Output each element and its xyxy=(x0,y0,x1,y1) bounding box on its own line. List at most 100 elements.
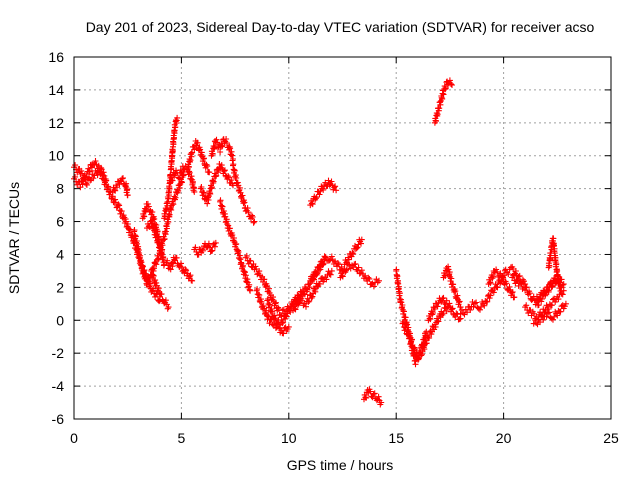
data-point xyxy=(494,268,501,275)
x-tick-label: 20 xyxy=(496,430,512,446)
data-point xyxy=(456,299,462,306)
data-point xyxy=(490,289,497,296)
data-point xyxy=(481,302,488,309)
data-point xyxy=(153,232,160,238)
data-point xyxy=(484,298,491,305)
data-point xyxy=(308,200,315,207)
data-point xyxy=(536,297,542,303)
data-point xyxy=(266,320,273,327)
track-arc-20 xyxy=(290,267,335,314)
data-point xyxy=(88,164,95,171)
data-point xyxy=(189,178,196,185)
data-point xyxy=(312,271,319,277)
data-point xyxy=(556,281,563,288)
data-point xyxy=(352,260,359,267)
data-point xyxy=(523,284,530,291)
x-tick-label: 0 xyxy=(70,430,78,446)
data-point xyxy=(398,299,405,306)
data-point xyxy=(82,176,89,183)
data-point xyxy=(319,262,326,269)
data-point xyxy=(269,308,276,315)
data-point xyxy=(549,283,556,290)
data-point xyxy=(247,257,254,264)
data-point xyxy=(429,309,436,316)
data-point xyxy=(539,292,546,299)
data-point xyxy=(203,161,210,168)
data-point xyxy=(285,323,292,330)
data-point xyxy=(421,346,428,353)
data-point xyxy=(554,312,561,319)
data-point xyxy=(369,394,376,401)
data-point xyxy=(168,177,175,183)
data-point xyxy=(308,276,315,283)
data-point xyxy=(378,399,385,406)
track-arc-24 xyxy=(307,177,340,209)
data-point xyxy=(432,323,439,330)
data-point xyxy=(523,302,530,309)
data-point xyxy=(165,219,172,225)
data-point xyxy=(178,264,185,271)
data-point xyxy=(153,261,160,268)
data-point xyxy=(112,196,119,203)
data-point xyxy=(509,289,516,295)
data-point xyxy=(540,316,547,323)
data-point xyxy=(328,253,335,260)
data-point xyxy=(464,309,471,316)
data-point xyxy=(146,223,153,230)
track-arc-3 xyxy=(109,175,131,199)
data-point xyxy=(546,309,553,316)
data-point xyxy=(162,228,169,235)
data-point xyxy=(400,318,407,325)
track-arc-25 xyxy=(361,386,385,408)
data-point xyxy=(533,320,540,326)
data-point xyxy=(531,310,538,317)
data-point xyxy=(548,302,555,309)
data-point xyxy=(473,299,480,306)
data-point xyxy=(419,351,425,358)
data-point xyxy=(439,295,446,302)
data-point xyxy=(212,239,219,246)
data-point xyxy=(443,308,450,315)
data-point xyxy=(547,256,554,262)
data-point xyxy=(322,254,329,261)
data-point xyxy=(251,218,258,225)
data-point xyxy=(212,173,219,180)
data-point xyxy=(452,288,459,295)
data-point xyxy=(506,283,513,290)
y-tick-label: 0 xyxy=(56,312,64,328)
data-point xyxy=(322,179,329,186)
data-point xyxy=(165,304,172,311)
data-point xyxy=(443,297,450,304)
data-point xyxy=(217,197,224,204)
data-point xyxy=(200,156,207,162)
data-point xyxy=(366,275,373,282)
data-point xyxy=(153,279,160,286)
track-arc-17 xyxy=(242,252,309,319)
data-point xyxy=(233,175,240,181)
data-point xyxy=(559,291,566,298)
data-point xyxy=(109,195,115,202)
data-point xyxy=(256,292,263,299)
data-point xyxy=(178,260,184,267)
y-tick-label: 8 xyxy=(56,181,64,197)
data-point xyxy=(223,136,230,142)
data-point xyxy=(470,303,477,310)
data-point xyxy=(358,240,364,247)
data-point xyxy=(312,195,319,202)
data-point xyxy=(100,169,107,176)
data-point xyxy=(505,271,512,278)
data-point xyxy=(219,142,226,149)
data-point xyxy=(454,292,461,299)
data-point xyxy=(117,210,124,217)
data-point xyxy=(548,284,555,291)
data-point xyxy=(187,272,194,279)
data-point xyxy=(201,155,207,162)
x-tick-label: 5 xyxy=(178,430,186,446)
data-point xyxy=(272,299,279,306)
track-arc-22 xyxy=(337,260,382,290)
data-point xyxy=(457,304,464,311)
data-point xyxy=(119,175,126,182)
data-point xyxy=(344,260,351,267)
data-point xyxy=(266,285,272,292)
data-point xyxy=(394,273,401,280)
